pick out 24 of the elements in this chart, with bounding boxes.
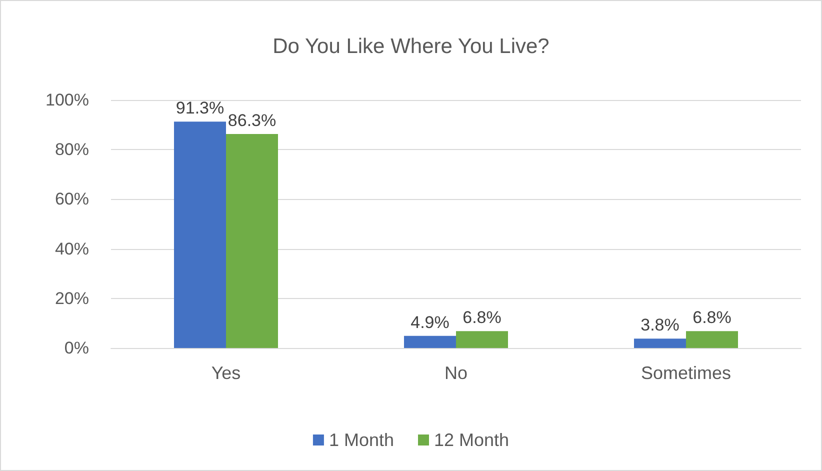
data-label: 6.8%	[692, 308, 732, 328]
data-label: 3.8%	[640, 316, 680, 335]
data-label: 6.8%	[462, 308, 502, 328]
x-tick-label: Sometimes	[640, 363, 732, 383]
bar	[226, 134, 278, 348]
y-tick-label: 80%	[54, 140, 89, 160]
bar	[404, 336, 456, 348]
y-tick-label: 60%	[54, 190, 89, 209]
legend-label: 12 Month	[434, 430, 510, 450]
data-label: 4.9%	[410, 312, 450, 332]
x-tick-label: Yes	[211, 363, 241, 383]
bar	[634, 338, 686, 348]
y-tick-label: 0%	[64, 338, 89, 358]
data-label: 86.3%	[228, 110, 276, 130]
data-label: 91.3%	[176, 98, 224, 118]
bar	[174, 122, 226, 348]
x-tick-label: No	[444, 363, 468, 383]
chart-title: Do You Like Where You Live?	[272, 35, 550, 58]
y-tick-label: 40%	[54, 239, 89, 258]
bar	[686, 331, 738, 348]
y-tick-label: 100%	[46, 90, 89, 110]
y-tick-label: 20%	[54, 288, 89, 308]
legend-label: 1 Month	[328, 430, 394, 450]
bar	[456, 331, 508, 348]
